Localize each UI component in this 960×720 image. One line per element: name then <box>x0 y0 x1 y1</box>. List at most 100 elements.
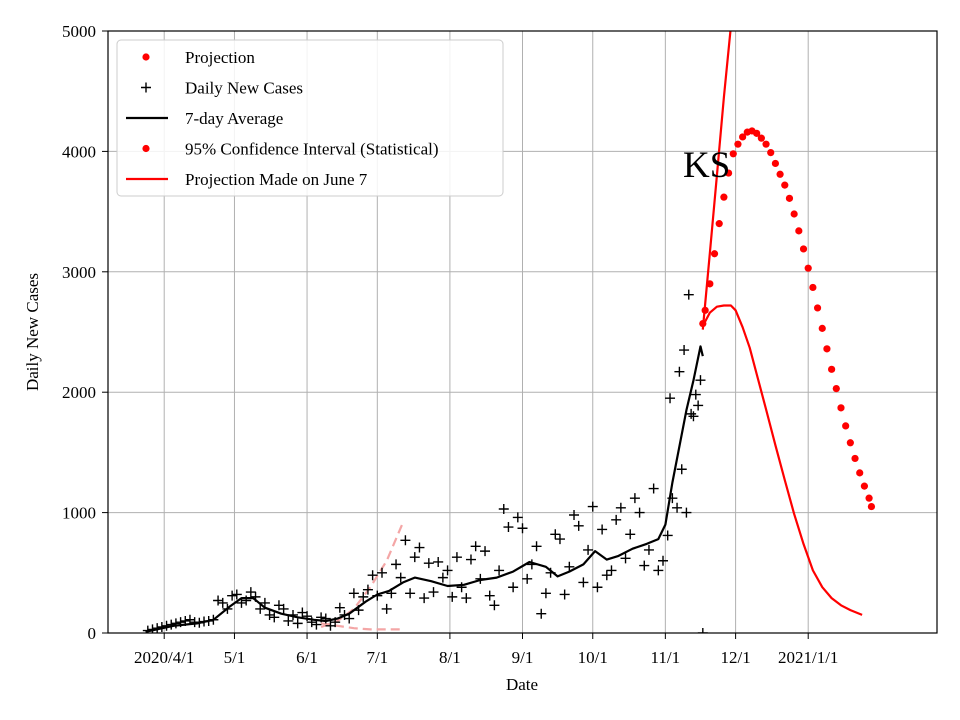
data-point-plus <box>531 541 542 552</box>
data-point-plus <box>395 572 406 583</box>
legend-label: 7-day Average <box>185 109 283 128</box>
data-point-plus <box>227 590 238 601</box>
data-point-plus <box>400 535 411 546</box>
data-point-dot <box>818 324 826 332</box>
data-point-dot <box>771 159 780 168</box>
data-point-plus <box>161 620 172 631</box>
data-point-plus <box>697 628 708 633</box>
data-point-dot <box>809 283 817 292</box>
data-point-plus <box>522 573 533 584</box>
data-point-plus <box>620 553 631 564</box>
data-point-plus <box>278 603 289 614</box>
data-point-plus <box>615 502 626 513</box>
data-point-plus <box>461 593 472 604</box>
series-95-confidence-interval-statistical <box>699 127 876 511</box>
data-point-plus <box>573 520 584 531</box>
data-point-dot <box>781 181 789 189</box>
series-line <box>701 31 732 330</box>
data-point-plus <box>306 617 317 628</box>
series-line <box>320 521 405 629</box>
x-tick-label: 9/1 <box>512 648 534 667</box>
series-line <box>701 304 863 616</box>
data-point-plus <box>451 552 462 563</box>
data-point-dot <box>846 439 854 447</box>
series-daily-new-cases <box>142 289 708 633</box>
data-point-plus <box>447 591 458 602</box>
data-point-plus <box>334 602 345 613</box>
legend: Projection Daily New Cases 7-day Average 95… <box>116 39 504 197</box>
data-point-plus <box>419 593 430 604</box>
data-point-plus <box>672 502 683 513</box>
data-point-plus <box>442 565 453 576</box>
data-point-plus <box>414 542 425 553</box>
data-point-plus <box>587 501 598 512</box>
legend-marker-dot <box>142 144 150 153</box>
data-point-dot <box>813 304 822 312</box>
data-point-plus <box>330 617 341 628</box>
data-point-plus <box>184 614 195 625</box>
data-point-plus <box>428 587 439 598</box>
data-point-plus <box>583 544 594 555</box>
x-axis-label: Date <box>506 675 538 694</box>
data-point-dot <box>767 149 775 157</box>
data-point-dot <box>753 129 761 137</box>
data-point-dot <box>724 169 733 177</box>
data-point-plus <box>405 588 416 599</box>
data-point-dot <box>757 134 765 142</box>
data-point-dot <box>734 140 742 148</box>
data-point-dot <box>842 422 850 430</box>
data-point-plus <box>503 522 514 533</box>
data-point-plus <box>475 573 486 584</box>
data-point-plus <box>648 483 659 494</box>
data-point-plus <box>358 591 369 602</box>
data-point-plus <box>203 615 214 626</box>
data-point-plus <box>658 555 669 566</box>
data-point-plus <box>409 552 420 563</box>
legend-item: 95% Confidence Interval (Statistical) <box>142 140 439 159</box>
x-tick-label: 6/1 <box>296 648 318 667</box>
data-point-dot <box>804 264 812 272</box>
data-point-plus <box>578 577 589 588</box>
series-projection-made-on-june-7 <box>701 304 863 616</box>
data-point-plus <box>222 603 233 614</box>
data-point-dot <box>785 194 794 202</box>
data-point-dot <box>828 365 836 373</box>
data-point-plus <box>625 529 636 540</box>
data-point-plus <box>665 393 676 404</box>
data-point-dot <box>776 170 784 178</box>
data-point-plus <box>180 615 191 626</box>
x-tick-label: 12/1 <box>720 648 750 667</box>
data-point-plus <box>311 619 322 630</box>
data-point-plus <box>269 612 280 623</box>
data-point-plus <box>288 609 299 620</box>
data-point-plus <box>564 561 575 572</box>
data-point-plus <box>611 514 622 525</box>
legend-label: 95% Confidence Interval (Statistical) <box>185 140 439 159</box>
data-point-plus <box>320 613 331 624</box>
data-point-plus <box>690 389 701 400</box>
data-point-dot <box>762 140 770 148</box>
data-point-dot <box>701 306 709 314</box>
data-point-plus <box>391 559 402 570</box>
data-point-plus <box>259 597 270 608</box>
series-june-7-upper-band <box>320 521 405 629</box>
data-point-plus <box>264 609 275 620</box>
data-point-plus <box>283 615 294 626</box>
data-point-plus <box>348 588 359 599</box>
series-line <box>145 345 704 633</box>
legend-label: Projection <box>185 48 255 67</box>
data-point-dot <box>867 502 876 511</box>
data-point-plus <box>241 595 252 606</box>
data-point-plus <box>376 567 387 578</box>
data-point-dot <box>795 227 803 235</box>
data-point-plus <box>540 588 551 599</box>
data-point-plus <box>676 464 687 475</box>
data-point-plus <box>508 582 519 593</box>
data-point-plus <box>433 556 444 567</box>
data-point-plus <box>489 600 500 611</box>
data-point-dot <box>699 319 707 328</box>
data-point-plus <box>629 493 640 504</box>
data-point-plus <box>674 366 685 377</box>
data-point-plus <box>667 493 678 504</box>
